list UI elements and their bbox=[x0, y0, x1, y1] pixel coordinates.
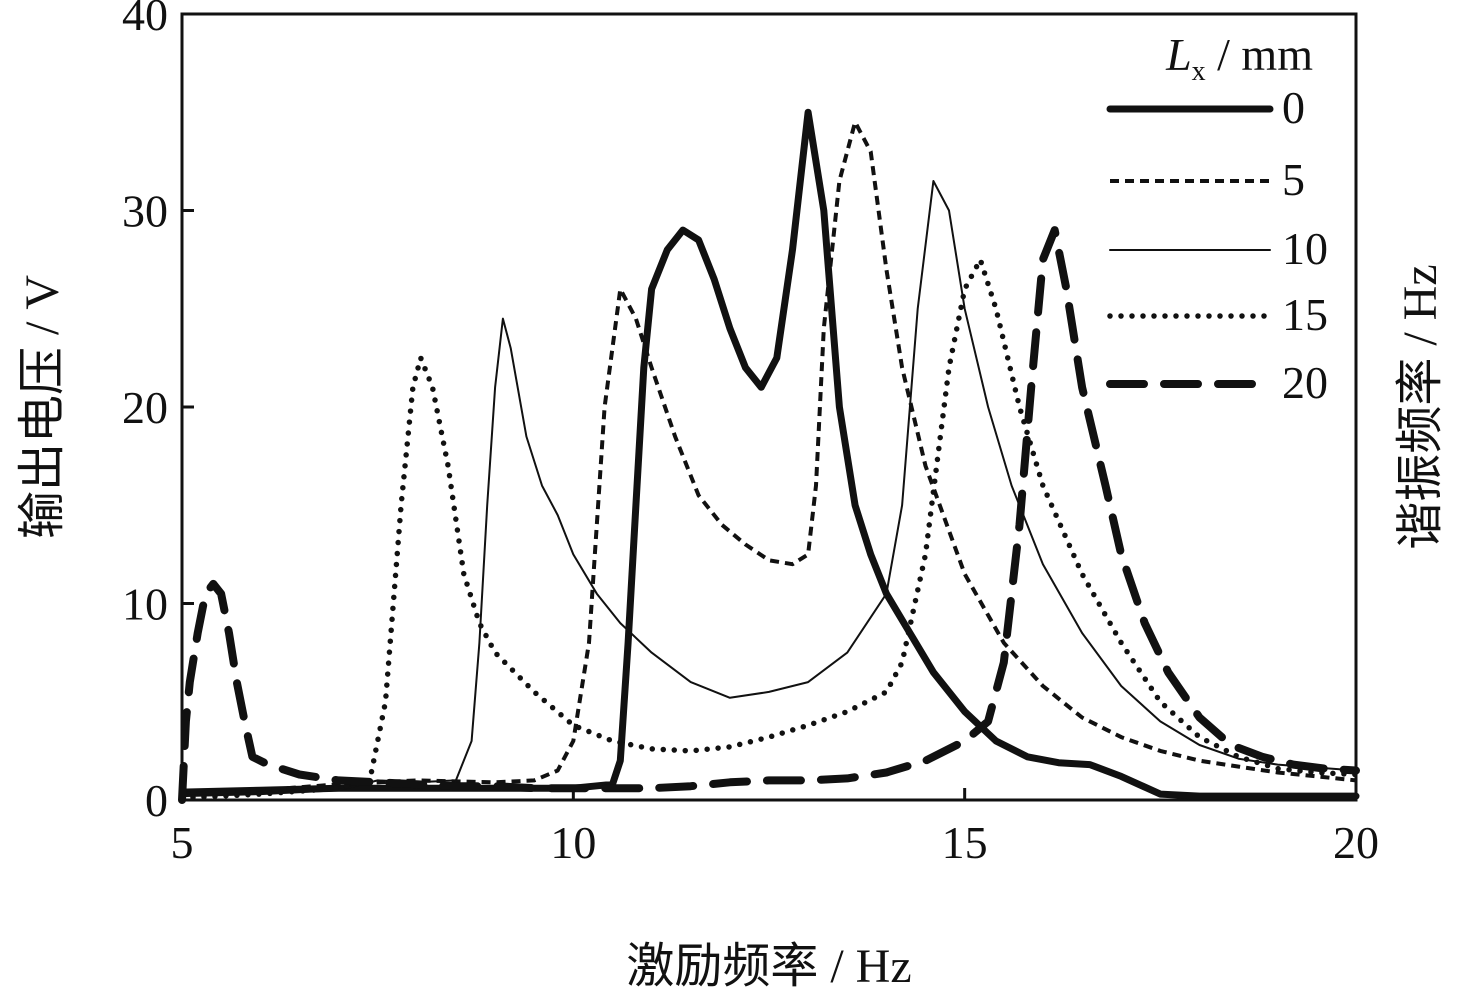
legend-label-20: 20 bbox=[1282, 357, 1328, 408]
plot-frame bbox=[180, 12, 1358, 802]
y2-axis-title: 谐振频率 / Hz bbox=[1394, 264, 1447, 549]
y-axis-title: 输出电压 / V bbox=[16, 275, 69, 539]
x-tick-label: 10 bbox=[550, 817, 596, 868]
series-line-5 bbox=[181, 120, 1357, 797]
legend-title-subscript: x bbox=[1192, 56, 1206, 87]
legend-title-unit: / mm bbox=[1206, 29, 1314, 80]
x-axis-title: 激励频率 / Hz bbox=[626, 940, 911, 993]
legend-label-15: 15 bbox=[1282, 289, 1328, 340]
series-line-0 bbox=[178, 108, 1360, 800]
legend-label-0: 0 bbox=[1282, 82, 1305, 133]
x-tick-label: 15 bbox=[942, 817, 988, 868]
y-tick-label: 20 bbox=[122, 382, 168, 433]
series-line-15 bbox=[179, 256, 1359, 801]
series-line-20 bbox=[178, 226, 1360, 804]
legend-label-5: 5 bbox=[1282, 154, 1305, 205]
legend-label-10: 10 bbox=[1282, 223, 1328, 274]
legend: Lx / mm 0 5 10 15 20 bbox=[1106, 29, 1328, 408]
legend-title-variable: L bbox=[1165, 29, 1192, 80]
y-tick-label: 10 bbox=[122, 579, 168, 630]
series-line-10 bbox=[181, 180, 1357, 798]
legend-title: Lx / mm bbox=[1165, 29, 1313, 87]
x-tick-label: 20 bbox=[1333, 817, 1379, 868]
y-tick-label: 30 bbox=[122, 186, 168, 237]
tick-group: 5 10 15 20 0 10 20 30 40 bbox=[122, 0, 1379, 868]
legend-items: 0 5 10 15 20 bbox=[1106, 82, 1328, 408]
y-tick-label: 0 bbox=[145, 775, 168, 826]
series-group bbox=[178, 108, 1360, 804]
x-tick-label: 5 bbox=[171, 817, 194, 868]
y-tick-label: 40 bbox=[122, 0, 168, 40]
